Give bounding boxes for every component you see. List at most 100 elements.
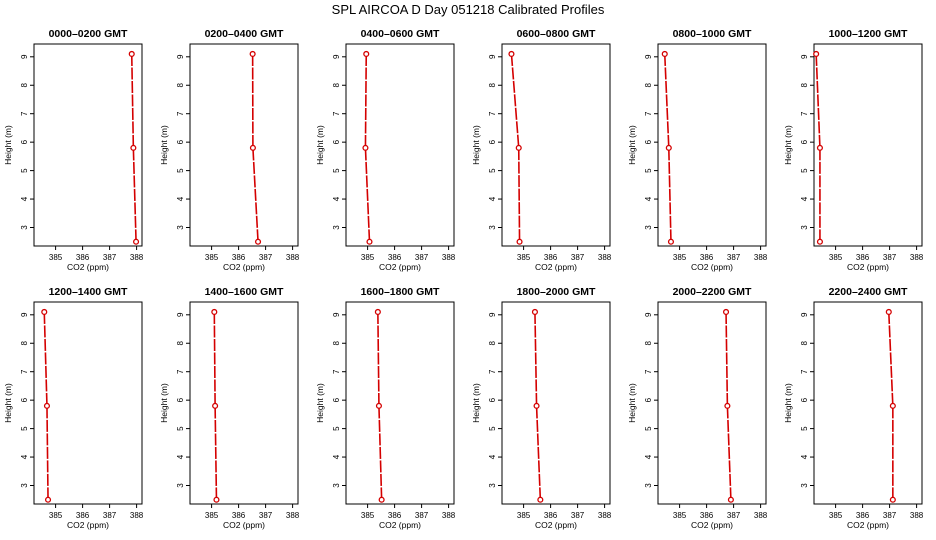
y-tick-label: 4 [332, 196, 341, 201]
y-tick-label: 4 [20, 454, 29, 459]
profile-line [725, 311, 732, 500]
data-point [378, 496, 385, 503]
y-tick-label: 4 [800, 454, 809, 459]
plot-frame [189, 43, 299, 247]
data-point [211, 308, 218, 316]
y-tick-label: 8 [176, 82, 185, 87]
x-tick-label: 388 [910, 253, 924, 262]
y-tick-label: 8 [332, 82, 341, 87]
plot-frame [33, 301, 143, 505]
x-tick-label: 386 [76, 511, 90, 520]
y-tick-label: 7 [176, 369, 185, 374]
y-tick-label: 3 [20, 483, 29, 488]
x-tick-label: 386 [232, 511, 246, 520]
panel-title: 1600–1800 GMT [361, 286, 440, 298]
y-tick-label: 8 [176, 340, 185, 345]
plot-frame [189, 301, 299, 505]
y-tick-label: 9 [20, 312, 29, 317]
y-tick-label: 8 [488, 340, 497, 345]
y-tick-label: 3 [800, 483, 809, 488]
y-tick-label: 7 [800, 369, 809, 374]
x-tick-label: 388 [442, 253, 456, 262]
y-tick-label: 6 [20, 397, 29, 402]
panel-6: 1000–1200 GMT 385 386 387 388 3 4 5 6 7 8 9 CO2 (ppm… [783, 28, 924, 272]
data-point [722, 308, 730, 316]
y-tick-label: 7 [176, 111, 185, 116]
data-point [531, 308, 538, 316]
x-tick-label: 385 [361, 253, 375, 262]
y-tick-label: 3 [332, 483, 341, 488]
x-tick-label: 386 [388, 511, 402, 520]
y-tick-label: 3 [800, 225, 809, 230]
x-tick-label: 387 [883, 511, 897, 520]
panel-10: 1800–2000 GMT 385 386 387 388 3 4 5 6 7 8 9 CO2 (ppm… [471, 286, 612, 530]
y-tick-label: 5 [332, 168, 341, 173]
data-point [133, 238, 140, 245]
panel-12: 2200–2400 GMT 385 386 387 388 3 4 5 6 7 8 9 CO2 (ppm… [783, 286, 924, 530]
plot-frame [813, 43, 923, 247]
panel-title: 2200–2400 GMT [829, 286, 908, 298]
x-tick-label: 387 [727, 511, 741, 520]
x-tick-label: 387 [103, 253, 117, 262]
x-axis-label: CO2 (ppm) [535, 520, 577, 530]
x-tick-label: 386 [232, 253, 246, 262]
x-tick-label: 385 [361, 511, 375, 520]
data-point [374, 308, 381, 316]
y-tick-label: 6 [20, 139, 29, 144]
y-tick-label: 3 [176, 225, 185, 230]
y-tick-label: 8 [644, 340, 653, 345]
x-tick-label: 387 [415, 253, 429, 262]
x-axis-label: CO2 (ppm) [535, 262, 577, 272]
data-point [515, 144, 522, 151]
y-tick-label: 7 [644, 111, 653, 116]
y-tick-label: 5 [176, 426, 185, 431]
data-point [533, 402, 540, 409]
data-point [130, 144, 137, 151]
data-point [724, 402, 731, 409]
x-tick-label: 386 [544, 511, 558, 520]
y-tick-label: 5 [332, 426, 341, 431]
x-tick-label: 386 [76, 253, 90, 262]
x-axis-label: CO2 (ppm) [379, 520, 421, 530]
x-tick-label: 385 [205, 511, 219, 520]
panel-11: 2000–2200 GMT 385 386 387 388 3 4 5 6 7 8 9 CO2 (ppm… [627, 286, 768, 530]
x-tick-label: 385 [517, 511, 531, 520]
plot-frame [345, 301, 455, 505]
data-point [508, 50, 515, 58]
x-axis-label: CO2 (ppm) [223, 262, 265, 272]
x-tick-label: 385 [829, 253, 843, 262]
data-point [816, 144, 823, 151]
x-tick-label: 388 [286, 253, 300, 262]
y-tick-label: 5 [488, 426, 497, 431]
x-tick-label: 388 [910, 511, 924, 520]
y-tick-label: 9 [332, 54, 341, 59]
data-point [128, 50, 135, 58]
data-point [889, 402, 896, 409]
y-tick-label: 6 [644, 397, 653, 402]
x-tick-label: 385 [673, 511, 687, 520]
x-tick-label: 388 [286, 511, 300, 520]
y-tick-label: 9 [800, 54, 809, 59]
x-axis-label: CO2 (ppm) [691, 262, 733, 272]
data-point [254, 238, 262, 245]
x-tick-label: 388 [130, 253, 144, 262]
y-tick-label: 4 [176, 454, 185, 459]
y-axis-label: Height (m) [627, 383, 637, 423]
data-point [665, 144, 672, 151]
plot-frame [657, 43, 767, 247]
panel-2: 0200–0400 GMT 385 386 387 388 3 4 5 6 7 8 9 CO2 (ppm… [159, 28, 300, 272]
data-point [889, 496, 896, 503]
profile-line [130, 53, 137, 242]
plot-frame [657, 301, 767, 505]
x-tick-label: 387 [259, 511, 273, 520]
panel-1: 0000–0200 GMT 385 386 387 388 3 4 5 6 7 8 9 CO2 (ppm… [3, 28, 144, 272]
y-axis-label: Height (m) [315, 125, 325, 165]
x-axis-label: CO2 (ppm) [691, 520, 733, 530]
y-tick-label: 5 [644, 426, 653, 431]
x-tick-label: 386 [544, 253, 558, 262]
data-point [212, 402, 219, 409]
y-tick-label: 7 [20, 111, 29, 116]
y-axis-label: Height (m) [627, 125, 637, 165]
panel-title: 0000–0200 GMT [49, 28, 128, 40]
